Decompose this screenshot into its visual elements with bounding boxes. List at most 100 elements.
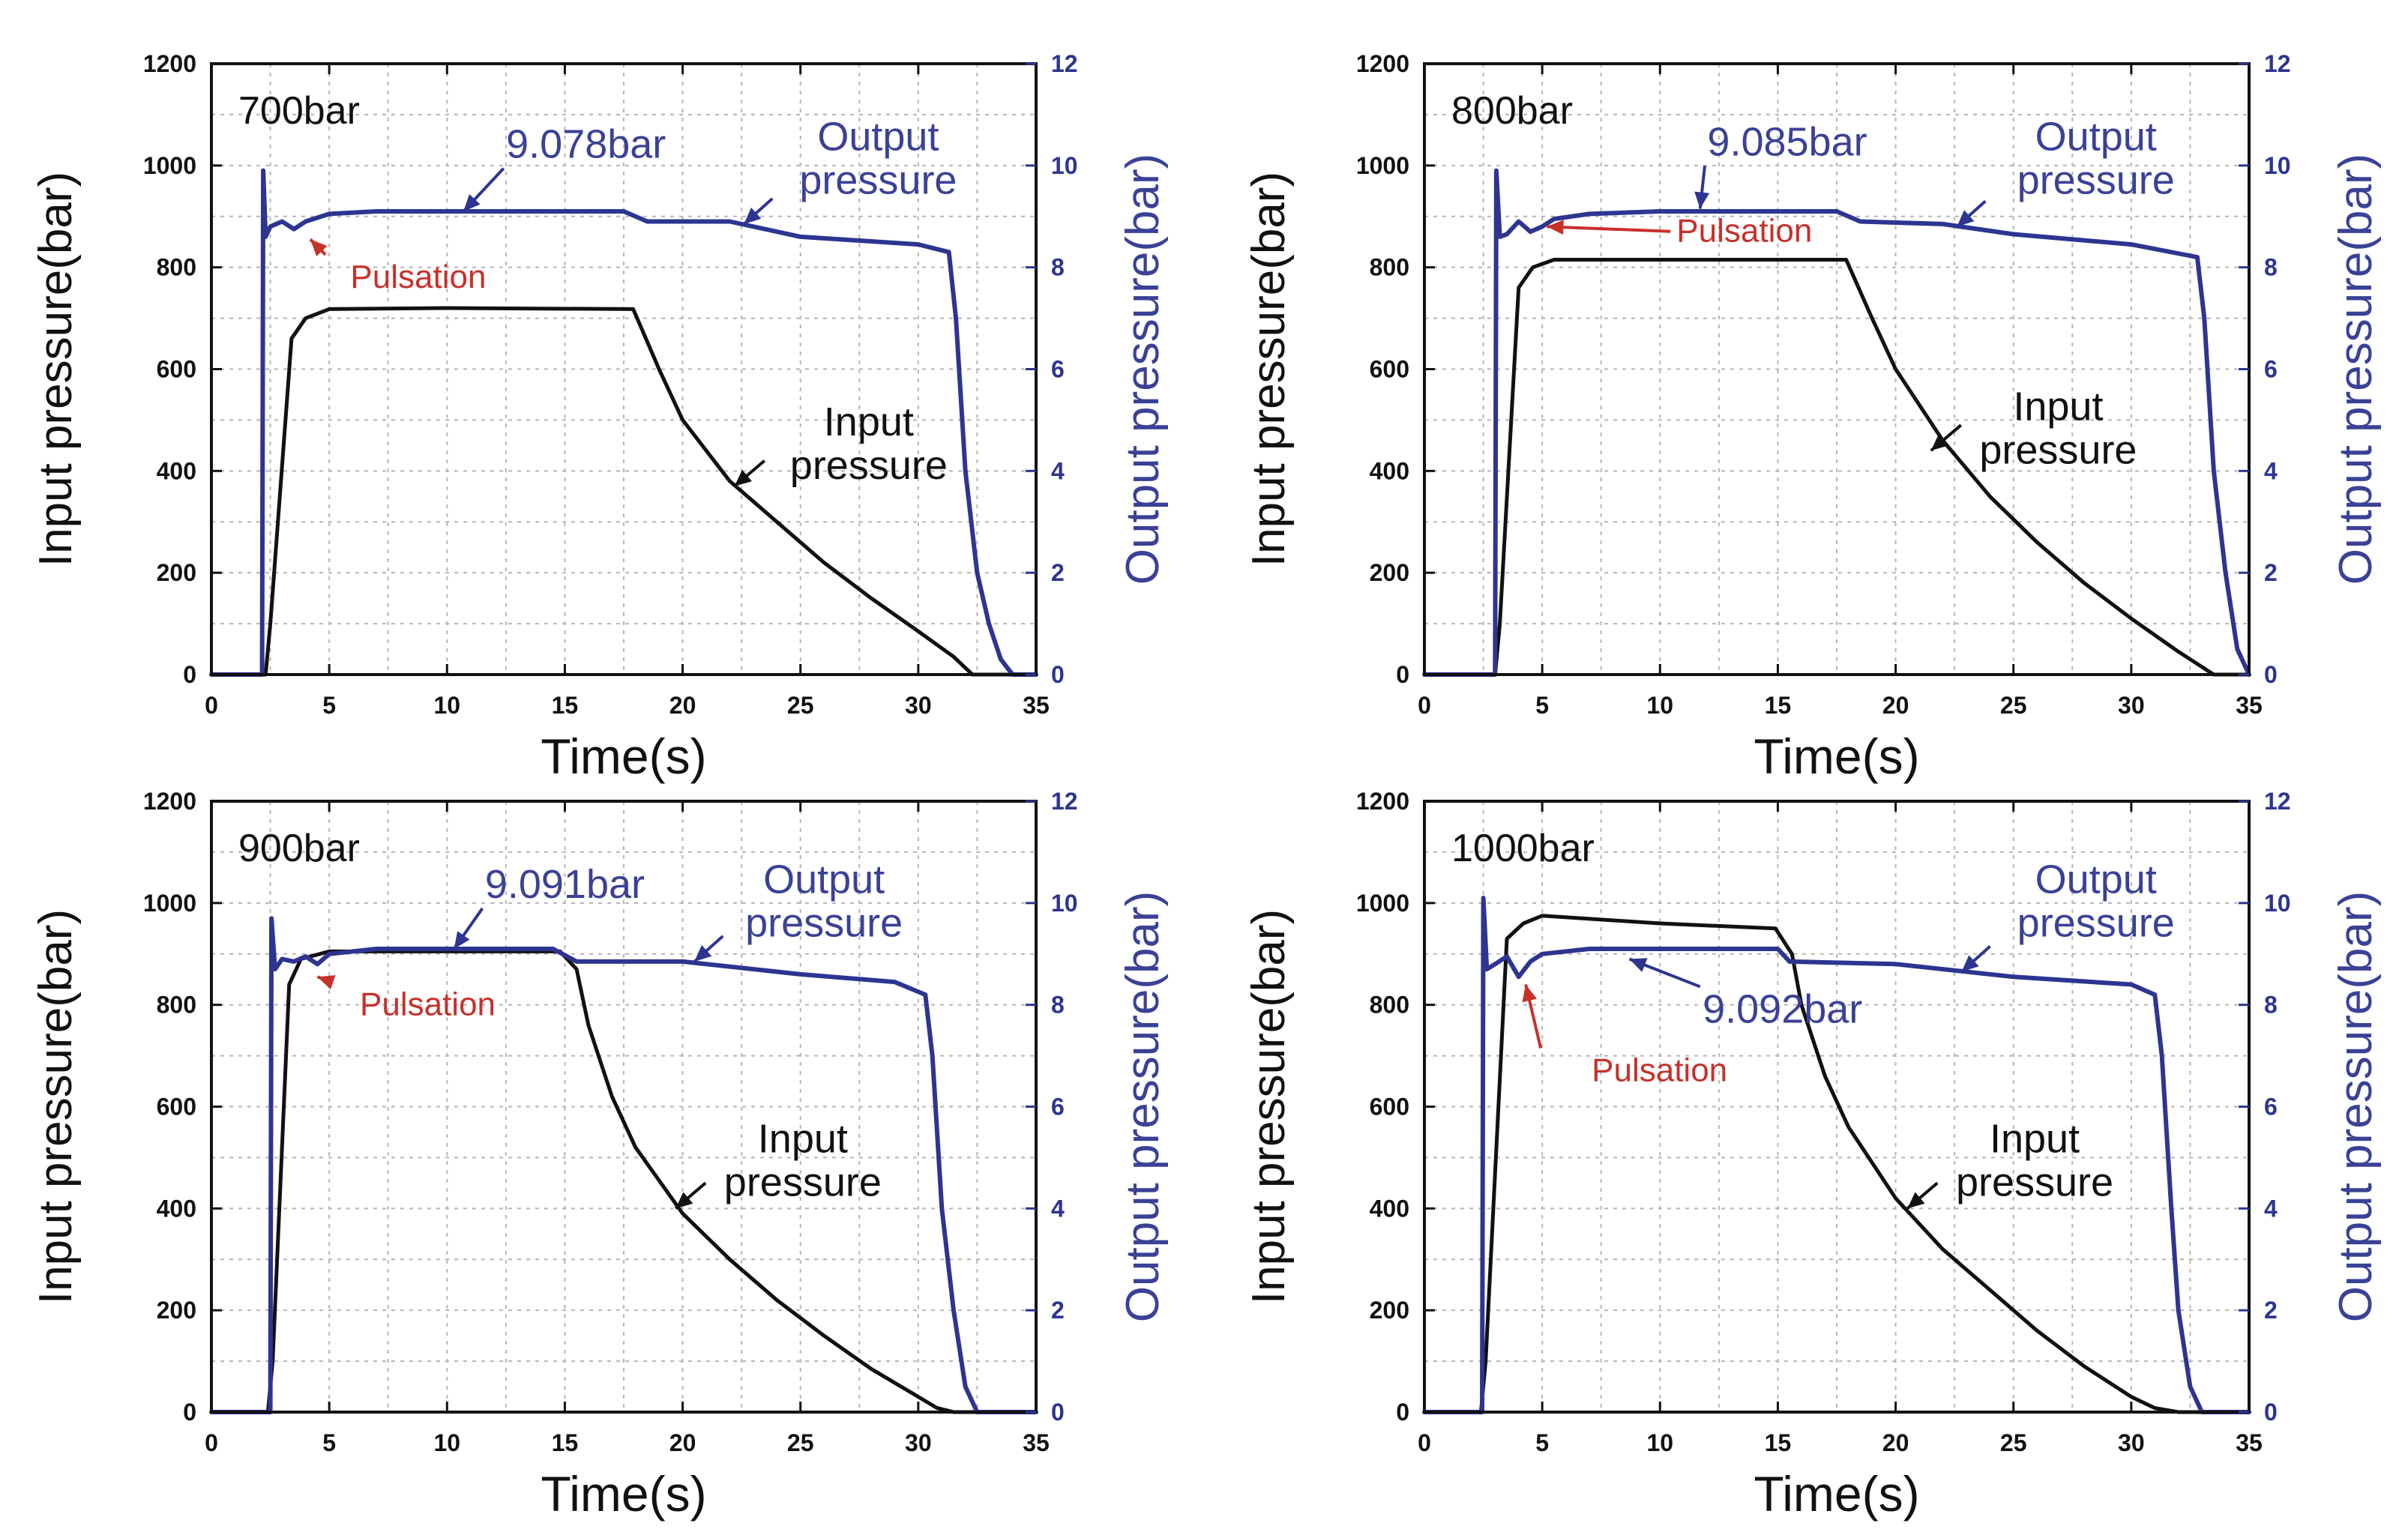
panel-title: 900bar xyxy=(238,827,360,870)
y-right-tick-label: 10 xyxy=(2264,152,2291,179)
chart-panel-1: 0 5 10 15 20 25 30 3502004006008001000120002468… xyxy=(30,50,1169,784)
x-tick-label: 5 xyxy=(322,1429,336,1456)
output-pressure-arrow-head xyxy=(694,944,712,962)
pulsation-arrow-shaft xyxy=(1547,225,1671,233)
y-right-tick-label: 2 xyxy=(1051,559,1065,586)
x-tick-label: 20 xyxy=(1882,692,1909,719)
x-tick-label: 25 xyxy=(787,692,814,719)
y-left-tick-label: 0 xyxy=(183,1399,196,1426)
input-pressure-label-line1: Input xyxy=(824,399,914,444)
y-right-tick-label: 6 xyxy=(1051,1094,1065,1121)
x-axis-label: Time(s) xyxy=(1754,1466,1919,1522)
y-right-axis-label: Output pressure(bar) xyxy=(2330,891,2382,1322)
x-tick-label: 20 xyxy=(669,692,696,719)
y-left-tick-label: 0 xyxy=(1396,661,1409,688)
y-right-tick-label: 4 xyxy=(1051,457,1065,484)
input-pressure-line xyxy=(209,306,1038,677)
y-right-tick-label: 6 xyxy=(1051,356,1065,383)
y-left-axis-label: Input pressure(bar) xyxy=(30,909,82,1304)
y-right-tick-label: 0 xyxy=(1051,661,1065,688)
y-right-tick-label: 2 xyxy=(1051,1297,1065,1324)
panel-title: 700bar xyxy=(238,89,360,133)
y-right-tick-label: 12 xyxy=(1051,788,1078,815)
y-left-tick-label: 1200 xyxy=(1356,788,1409,815)
x-tick-label: 20 xyxy=(1882,1429,1909,1456)
x-tick-label: 35 xyxy=(2236,1429,2263,1456)
y-right-tick-label: 6 xyxy=(2264,1094,2278,1121)
y-left-tick-label: 200 xyxy=(157,559,196,586)
output-pressure-label-line2: pressure xyxy=(2017,900,2175,945)
y-left-axis-label: Input pressure(bar) xyxy=(1243,909,1295,1304)
pulsation-arrow-head xyxy=(1547,220,1564,235)
y-left-tick-label: 600 xyxy=(1370,1094,1409,1121)
x-tick-label: 15 xyxy=(552,1429,579,1456)
input-pressure-label-line2: pressure xyxy=(724,1160,882,1205)
x-axis-label: Time(s) xyxy=(1754,729,1919,784)
y-left-tick-label: 1200 xyxy=(143,50,196,77)
y-right-axis-label: Output pressure(bar) xyxy=(1117,891,1169,1322)
y-left-tick-label: 1000 xyxy=(1356,152,1409,179)
chart-panel-3: 0 5 10 15 20 25 30 3502004006008001000120002468… xyxy=(30,788,1169,1522)
output-pressure-arrow-head xyxy=(1957,210,1975,227)
x-tick-label: 10 xyxy=(433,1429,460,1456)
x-axis-label: Time(s) xyxy=(541,729,706,784)
input-pressure-line xyxy=(1422,258,2251,677)
y-right-axis-label: Output pressure(bar) xyxy=(1117,154,1169,585)
input-pressure-arrow-head xyxy=(1930,434,1948,451)
peak-value-arrow-head xyxy=(454,931,470,949)
output-pressure-label-line2: pressure xyxy=(2017,157,2175,202)
y-right-tick-label: 10 xyxy=(2264,890,2291,917)
x-tick-label: 15 xyxy=(1765,1429,1792,1456)
pulsation-label: Pulsation xyxy=(350,259,486,295)
x-tick-label: 35 xyxy=(1023,1429,1050,1456)
peak-value-label: 9.085bar xyxy=(1707,119,1867,164)
pulsation-arrow-head xyxy=(317,975,336,989)
x-tick-label: 15 xyxy=(1765,692,1792,719)
output-pressure-line xyxy=(209,916,1038,1414)
y-right-tick-label: 2 xyxy=(2264,559,2278,586)
output-pressure-label-line2: pressure xyxy=(745,900,903,945)
y-right-tick-label: 8 xyxy=(2264,992,2278,1019)
input-pressure-label-line2: pressure xyxy=(1956,1160,2113,1205)
x-tick-label: 0 xyxy=(1418,692,1431,719)
y-left-tick-label: 800 xyxy=(1370,254,1409,281)
y-right-tick-label: 4 xyxy=(2264,457,2278,484)
x-tick-label: 30 xyxy=(2118,692,2145,719)
y-left-tick-label: 0 xyxy=(183,661,196,688)
y-left-tick-label: 1000 xyxy=(1356,890,1409,917)
y-left-tick-label: 600 xyxy=(1370,356,1409,383)
y-left-tick-label: 0 xyxy=(1396,1399,1409,1426)
y-left-tick-label: 400 xyxy=(1370,1195,1409,1222)
x-tick-label: 15 xyxy=(552,692,579,719)
input-pressure-arrow-head xyxy=(675,1192,693,1209)
pulsation-arrow-head xyxy=(310,239,328,257)
x-tick-label: 0 xyxy=(1418,1429,1431,1456)
y-left-tick-label: 600 xyxy=(157,1094,196,1121)
y-right-tick-label: 0 xyxy=(2264,661,2278,688)
input-pressure-label-line2: pressure xyxy=(1979,427,2137,472)
x-tick-label: 25 xyxy=(2000,1429,2027,1456)
y-right-tick-label: 8 xyxy=(2264,254,2278,281)
y-right-tick-label: 6 xyxy=(2264,356,2278,383)
input-pressure-label-line1: Input xyxy=(758,1117,848,1162)
y-left-tick-label: 400 xyxy=(157,457,196,484)
input-pressure-label-line1: Input xyxy=(1990,1117,2080,1162)
x-tick-label: 5 xyxy=(322,692,336,719)
output-pressure-line xyxy=(209,168,1038,677)
input-pressure-label-line2: pressure xyxy=(790,443,948,488)
input-pressure-line xyxy=(1422,914,2251,1414)
y-left-tick-label: 800 xyxy=(1370,992,1409,1019)
chart-panel-2: 0 5 10 15 20 25 30 3502004006008001000120002468… xyxy=(1243,50,2382,784)
x-tick-label: 20 xyxy=(669,1429,696,1456)
y-right-tick-label: 12 xyxy=(2264,50,2291,77)
y-left-tick-label: 200 xyxy=(1370,559,1409,586)
peak-value-label: 9.091bar xyxy=(485,862,645,907)
y-right-axis-label: Output pressure(bar) xyxy=(2330,154,2382,585)
output-pressure-arrow-head xyxy=(1961,955,1979,972)
x-tick-label: 30 xyxy=(2118,1429,2145,1456)
peak-value-arrow-head xyxy=(1629,958,1648,972)
pulsation-label: Pulsation xyxy=(1676,213,1812,250)
peak-value-label: 9.078bar xyxy=(506,122,666,167)
y-right-tick-label: 4 xyxy=(2264,1195,2278,1222)
